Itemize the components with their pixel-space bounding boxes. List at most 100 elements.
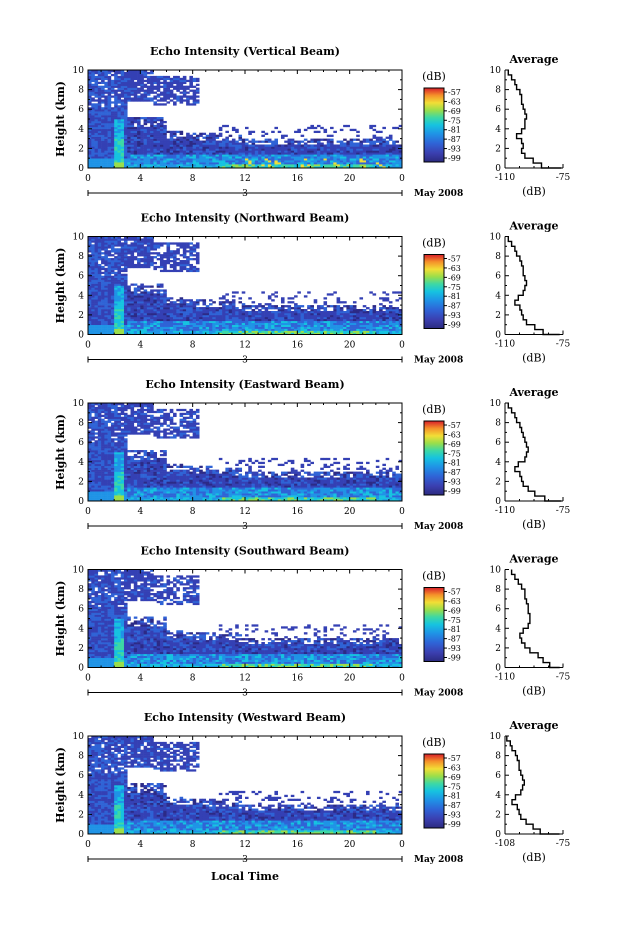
heatmap-cell (94, 246, 99, 249)
heatmap-cell (143, 71, 148, 75)
heatmap-cell (336, 305, 341, 308)
heatmap-cell (287, 138, 292, 141)
heatmap-cell (326, 154, 331, 157)
heatmap-cell (163, 295, 167, 298)
heatmap-cell (150, 154, 154, 157)
heatmap-cell (388, 301, 393, 304)
heatmap-cell (294, 312, 298, 316)
heatmap-cell (385, 320, 390, 324)
heatmap-cell (212, 322, 216, 325)
heatmap-cell (209, 148, 213, 151)
heatmap-cell (143, 97, 148, 100)
heatmap-cell (176, 309, 180, 312)
heatmap-cell (137, 320, 141, 324)
heatmap-cell (127, 320, 131, 324)
heatmap-cell (225, 328, 229, 331)
heatmap-cell (94, 248, 99, 251)
heatmap-cell (398, 328, 403, 331)
heatmap-cell (277, 318, 282, 322)
heatmap-cell (143, 166, 148, 169)
heatmap-cell (163, 256, 167, 259)
heatmap-cell (212, 307, 216, 310)
heatmap-cell (130, 295, 135, 298)
heatmap-cell (163, 310, 167, 314)
heatmap-cell (159, 117, 164, 120)
heatmap-cell (218, 144, 223, 147)
heatmap-cell (120, 297, 125, 300)
heatmap-cell (156, 285, 161, 288)
heatmap-cell (150, 299, 154, 302)
heatmap-cell (362, 497, 367, 500)
heatmap-cell (120, 132, 125, 135)
heatmap-cell (271, 142, 275, 145)
heatmap-cell (117, 134, 122, 137)
heatmap-cell (330, 497, 334, 500)
heatmap-cell (114, 312, 118, 316)
heatmap-cell (297, 497, 301, 500)
heatmap-cell (231, 146, 236, 149)
profile-y-tick-label: 0 (495, 164, 501, 174)
heatmap-cell (140, 326, 144, 329)
heatmap-cell (316, 332, 321, 335)
heatmap-cell (176, 322, 180, 325)
heatmap-cell (176, 166, 180, 169)
heatmap-cell (218, 322, 223, 325)
heatmap-cell (349, 138, 354, 141)
heatmap-cell (91, 87, 95, 90)
heatmap-cell (107, 263, 112, 267)
heatmap-cell (212, 136, 216, 139)
heatmap-cell (163, 79, 167, 83)
heatmap-cell (379, 146, 383, 149)
heatmap-cell (290, 166, 295, 169)
heatmap-cell (179, 156, 184, 159)
heatmap-cell (143, 119, 148, 122)
heatmap-cell (143, 309, 148, 312)
heatmap-cell (356, 499, 360, 502)
heatmap-cell (310, 144, 314, 147)
heatmap-cell (290, 152, 295, 155)
heatmap-cell (163, 124, 167, 128)
heatmap-cell (123, 148, 128, 151)
heatmap-cell (280, 134, 285, 137)
heatmap-cell (146, 97, 151, 100)
heatmap-cell (316, 124, 321, 128)
heatmap-cell (202, 299, 207, 302)
heatmap-cell (163, 87, 167, 90)
heatmap-cell (166, 158, 171, 161)
heatmap-cell (356, 318, 360, 322)
heatmap-cell (392, 142, 396, 145)
heatmap-cell (120, 75, 125, 79)
heatmap-cell (146, 260, 151, 263)
heatmap-cell (101, 109, 105, 112)
heatmap-cell (140, 318, 144, 322)
heatmap-cell (343, 164, 347, 167)
heatmap-cell (294, 497, 298, 500)
heatmap-cell (248, 497, 252, 500)
heatmap-cell (166, 299, 171, 302)
heatmap-cell (271, 299, 275, 302)
heatmap-cell (231, 295, 236, 298)
heatmap-cell (195, 322, 200, 325)
heatmap-cell (153, 303, 157, 306)
heatmap-cell (294, 150, 298, 153)
heatmap-cell (146, 256, 151, 259)
heatmap-cell (307, 314, 311, 318)
heatmap-cell (101, 119, 105, 122)
heatmap-cell (228, 497, 233, 500)
heatmap-cell (123, 134, 128, 137)
heatmap-cell (143, 314, 148, 318)
heatmap-cell (156, 299, 161, 302)
heatmap-cell (117, 238, 122, 241)
heatmap-cell (225, 305, 229, 308)
heatmap-cell (107, 242, 112, 245)
heatmap-cell (192, 246, 197, 249)
heatmap-cell (320, 148, 324, 151)
heatmap-cell (127, 261, 131, 265)
heatmap-cell (97, 109, 102, 112)
heatmap-cell (107, 267, 112, 271)
heatmap-cell (146, 71, 151, 75)
heatmap-cell (146, 93, 151, 96)
heatmap-cell (388, 330, 393, 333)
heatmap-cell (231, 312, 236, 316)
heatmap-cell (117, 281, 122, 284)
